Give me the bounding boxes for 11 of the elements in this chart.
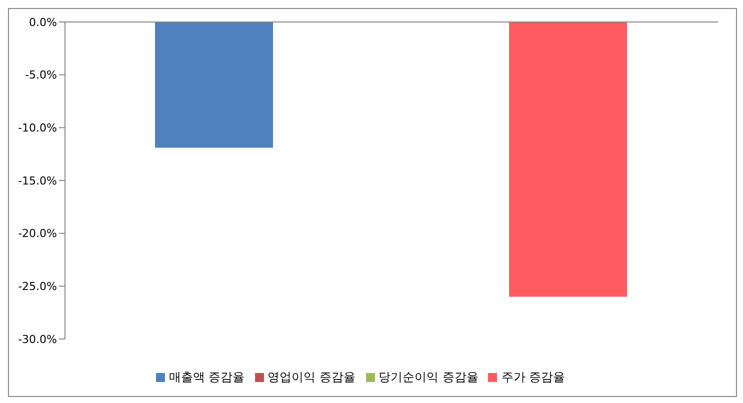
y-tick-label: 0.0% <box>29 16 57 29</box>
legend-label: 주가 증감율 <box>501 370 566 384</box>
y-tick-label: -25.0% <box>18 280 57 294</box>
y-tick-label: -20.0% <box>18 227 57 240</box>
y-tick-label: -5.0% <box>25 68 57 82</box>
y-tick-label: -10.0% <box>18 122 57 135</box>
legend-label: 당기순이익 증감율 <box>378 370 478 384</box>
legend-label: 영업이익 증감율 <box>268 370 356 384</box>
y-tick-label: -15.0% <box>18 174 57 188</box>
y-tick-label: -30.0% <box>18 332 57 346</box>
legend-label: 매출액 증감율 <box>168 370 245 384</box>
